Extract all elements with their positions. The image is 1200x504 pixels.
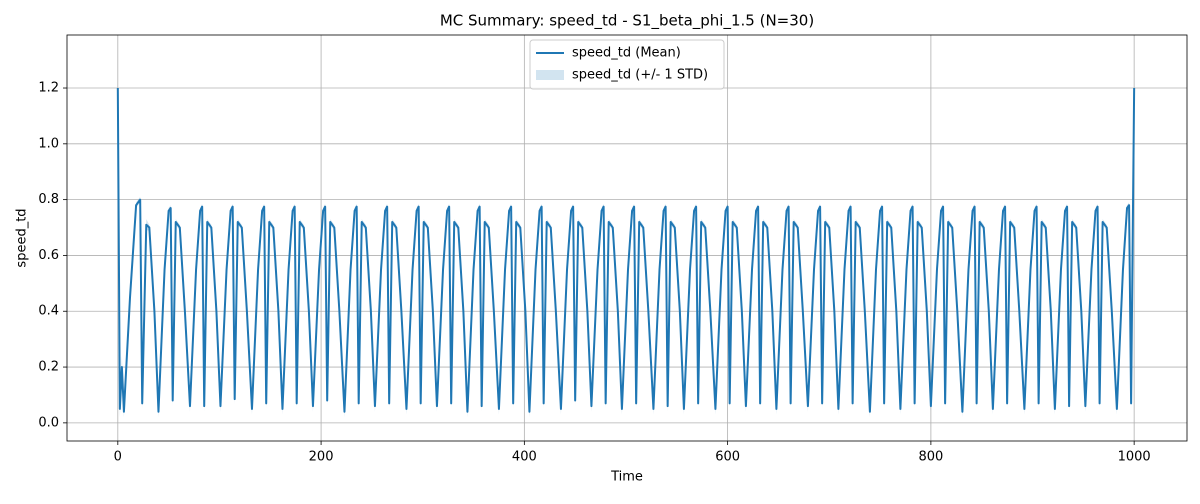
std-band xyxy=(117,85,1135,418)
y-tick-label: 0.0 xyxy=(38,415,59,430)
mean-line xyxy=(116,88,1136,413)
legend-swatch xyxy=(536,70,564,80)
y-tick-label: 0.6 xyxy=(38,248,59,263)
x-tick-label: 600 xyxy=(715,450,740,465)
x-tick-label: 1000 xyxy=(1118,450,1151,465)
y-axis-label: speed_td xyxy=(15,208,30,267)
legend-label: speed_td (+/- 1 STD) xyxy=(572,68,708,83)
y-tick-label: 0.4 xyxy=(38,304,59,319)
x-tick-label: 0 xyxy=(114,450,122,465)
x-tick-label: 200 xyxy=(309,450,334,465)
legend-box xyxy=(529,39,725,90)
y-tick-label: 1.0 xyxy=(38,136,59,151)
y-tick-label: 0.8 xyxy=(38,192,59,207)
x-axis-label: Time xyxy=(610,470,643,485)
chart-title: MC Summary: speed_td - S1_beta_phi_1.5 (… xyxy=(440,12,814,31)
plot-frame xyxy=(66,34,1188,442)
x-tick-label: 800 xyxy=(918,450,943,465)
legend-label: speed_td (Mean) xyxy=(572,46,681,61)
x-tick-label: 400 xyxy=(512,450,537,465)
y-tick-label: 0.2 xyxy=(38,360,59,375)
y-tick-label: 1.2 xyxy=(38,81,59,96)
